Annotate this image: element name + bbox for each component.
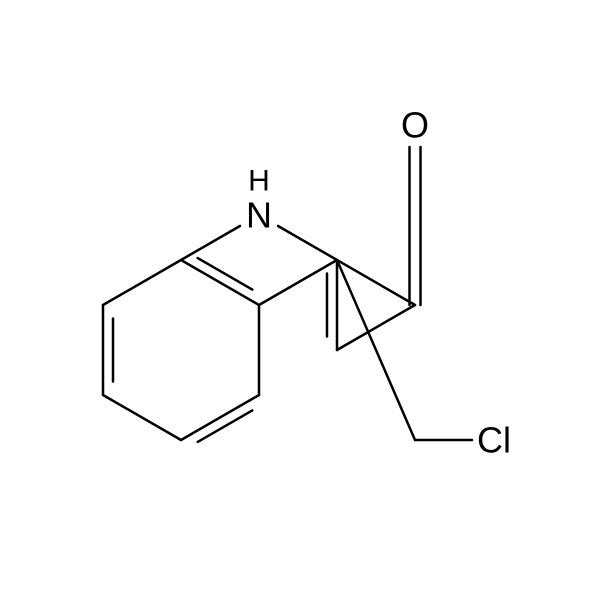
atom-label-cl: Cl xyxy=(477,420,511,461)
atom-label-o: O xyxy=(401,105,429,146)
atom-label-n1: N xyxy=(246,195,272,236)
molecule-diagram: NH O Cl xyxy=(0,0,600,600)
atom-h-n1: H xyxy=(248,164,270,197)
bonds-layer xyxy=(103,147,472,442)
